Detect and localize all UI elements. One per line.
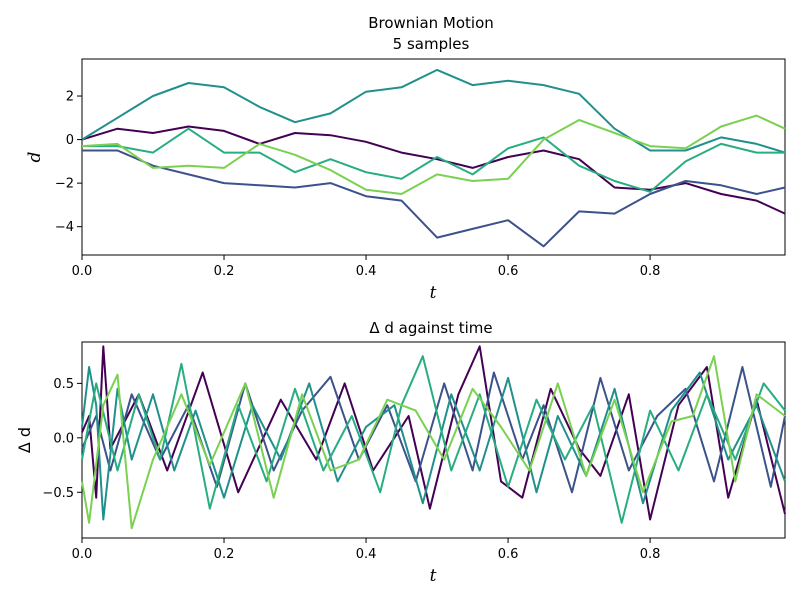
bottom-series-line-1 [81,345,786,521]
top-series-line-4 [82,127,785,193]
bottom-chart-title: Δ d against time [369,319,492,337]
bottom-y-axis-label: Δ d [15,427,34,453]
bottom-y-tick-label: 0.0 [53,431,74,446]
top-y-tick-label: 2 [66,90,74,105]
top-series-line-2 [82,149,786,248]
bottom-y-tick-label: 0.5 [53,377,74,392]
top-x-tick-label: 0.8 [640,264,661,279]
brownian-motion-panel: Brownian Motion 5 samples 20−2−4 0.0 0.2 0… [25,14,786,303]
top-x-tick-label: 0.4 [356,264,377,279]
bottom-plot-area [81,341,786,539]
top-y-tick-label: −2 [55,177,74,192]
top-x-axis-label: t [430,283,437,303]
top-y-ticks: 2 0 −2 −4 [55,90,82,235]
bottom-x-axis-label: t [430,566,437,586]
bottom-series-line-2 [81,366,786,494]
bottom-y-ticks: 0.5 0.0 −0.5 [42,377,82,501]
top-series-layer [81,68,786,248]
top-y-axis-label: d [25,151,45,162]
bottom-x-tick-label: 0.8 [640,547,661,562]
top-x-tick-label: 0.6 [498,264,519,279]
bottom-x-tick-label: 0.4 [356,547,377,562]
top-x-ticks: 0.0 0.2 0.4 0.6 0.8 [72,255,661,279]
bottom-x-ticks: 0.0 0.2 0.4 0.6 0.8 [72,538,661,562]
top-chart-subtitle: 5 samples [393,35,470,53]
delta-d-panel: Δ d against time 0.5 0.0 −0.5 0.0 0.2 0.4 0.6… [15,319,786,586]
bottom-x-tick-label: 0.6 [498,547,519,562]
top-y-tick-label: 0 [66,133,74,148]
top-series-line-1 [81,125,786,215]
bottom-series-layer [81,345,786,530]
top-series-line-3 [81,68,786,154]
top-chart-title: Brownian Motion [368,14,494,32]
top-plot-area [81,58,786,256]
bottom-x-tick-label: 0.0 [72,547,93,562]
top-x-tick-label: 0.0 [72,264,93,279]
bottom-x-tick-label: 0.2 [214,547,235,562]
top-y-tick-label: −4 [55,220,74,235]
bottom-series-line-5 [81,355,786,530]
bottom-y-tick-label: −0.5 [42,486,74,501]
top-x-tick-label: 0.2 [214,264,235,279]
top-series-line-5 [81,114,786,195]
